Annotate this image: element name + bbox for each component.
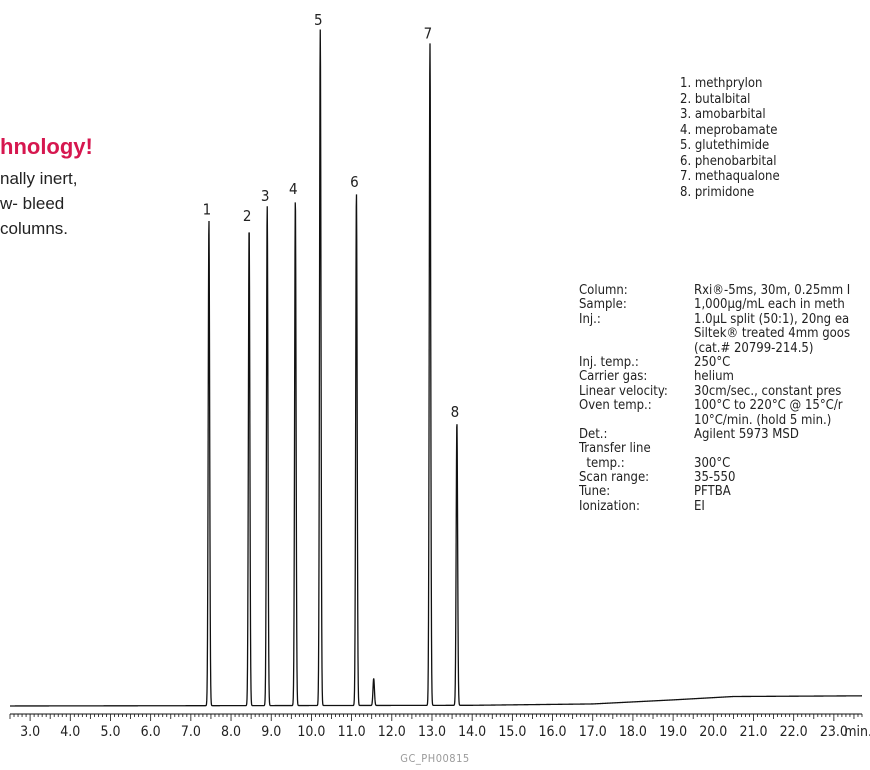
x-tick-label: 4.0 <box>60 724 80 740</box>
cond-value: (cat.# 20799-214.5) <box>694 340 814 356</box>
compound-legend: 1. methprylon 2. butalbital 3. amobarbit… <box>680 76 780 200</box>
cond-value: 100°C to 220°C @ 15°C/r <box>694 398 843 414</box>
legend-item-1: 1. methprylon <box>680 76 763 91</box>
cond-label: Tune: <box>579 484 611 500</box>
peak-label: 5 <box>314 11 323 29</box>
cond-value: 30cm/sec., constant pres <box>694 383 842 399</box>
x-tick-label: 11.0 <box>338 724 366 740</box>
legend-item-6: 6. phenobarbital <box>680 153 777 169</box>
x-tick-label: 10.0 <box>297 724 325 740</box>
cond-label: Det.: <box>579 426 608 442</box>
x-tick-label: 9.0 <box>261 724 281 740</box>
x-tick-label: 8.0 <box>221 724 241 740</box>
legend-item-4: 4. meprobamate <box>680 122 778 138</box>
x-tick-label: 6.0 <box>141 724 161 740</box>
promo-title: hnology! <box>0 134 93 159</box>
cond-value: helium <box>694 369 734 385</box>
peak-label: 2 <box>243 207 252 225</box>
promo-line-2: w- bleed <box>0 194 65 213</box>
x-tick-label: 15.0 <box>498 724 526 740</box>
cond-value: Agilent 5973 MSD <box>694 426 799 442</box>
cond-label: Sample: <box>579 297 627 313</box>
cond-value: Rxi®-5ms, 30m, 0.25mm I <box>694 283 851 298</box>
x-tick-label: 3.0 <box>20 724 40 740</box>
chromatogram-trace <box>10 29 862 707</box>
legend-item-8: 8. primidone <box>680 184 755 200</box>
peak-label: 1 <box>203 200 212 218</box>
cond-label: Carrier gas: <box>579 369 648 385</box>
legend-item-7: 7. methaqualone <box>680 169 780 184</box>
peak-label: 4 <box>289 180 298 198</box>
x-tick-label: 22.0 <box>780 724 808 740</box>
cond-label: Column: <box>579 283 628 298</box>
x-tick-label: 19.0 <box>659 724 687 740</box>
legend-item-5: 5. glutethimide <box>680 138 770 153</box>
cond-label: temp.: <box>579 455 625 471</box>
peak-label: 3 <box>261 187 270 205</box>
cond-label: Ionization: <box>579 498 640 514</box>
x-tick-label: 5.0 <box>100 724 120 740</box>
cond-label: Linear velocity: <box>579 383 668 399</box>
x-tick-label: 16.0 <box>539 724 567 740</box>
x-tick-label: 23.0 <box>820 724 848 740</box>
cond-value: PFTBA <box>694 484 731 500</box>
cond-value: Siltek® treated 4mm goos <box>694 326 851 342</box>
x-tick-label: 18.0 <box>619 724 647 740</box>
legend-item-3: 3. amobarbital <box>680 107 766 122</box>
x-tick-label: 21.0 <box>739 724 767 740</box>
peak-label: 7 <box>424 25 433 43</box>
cond-value: 300°C <box>694 455 731 471</box>
cond-label: Transfer line <box>579 441 651 457</box>
x-tick-label: 7.0 <box>181 724 201 740</box>
peak-label: 6 <box>350 173 359 191</box>
x-unit-label: min. <box>844 724 870 740</box>
legend-item-2: 2. butalbital <box>680 91 751 107</box>
peak-label: 8 <box>451 403 460 421</box>
cond-value: EI <box>694 498 705 514</box>
x-tick-label: 14.0 <box>458 724 486 740</box>
cond-label: Inj.: <box>579 311 601 327</box>
cond-value: 35-550 <box>694 470 736 486</box>
figure-code: GC_PH00815 <box>400 752 470 765</box>
promo-line-3: columns. <box>0 219 69 238</box>
x-tick-label: 20.0 <box>699 724 727 740</box>
cond-value: 1,000µg/mL each in meth <box>694 297 845 313</box>
x-tick-label: 12.0 <box>378 724 406 740</box>
cond-value: 10°C/min. (hold 5 min.) <box>694 412 832 428</box>
x-tick-label: 13.0 <box>418 724 446 740</box>
cond-label: Scan range: <box>579 470 650 486</box>
cond-label: Inj. temp.: <box>579 354 639 370</box>
cond-value: 250°C <box>694 354 731 370</box>
cond-label: Oven temp.: <box>579 398 652 414</box>
x-tick-label: 17.0 <box>579 724 607 740</box>
promo-line-1: nally inert, <box>0 169 78 188</box>
cond-value: 1.0µL split (50:1), 20ng ea <box>694 311 850 327</box>
